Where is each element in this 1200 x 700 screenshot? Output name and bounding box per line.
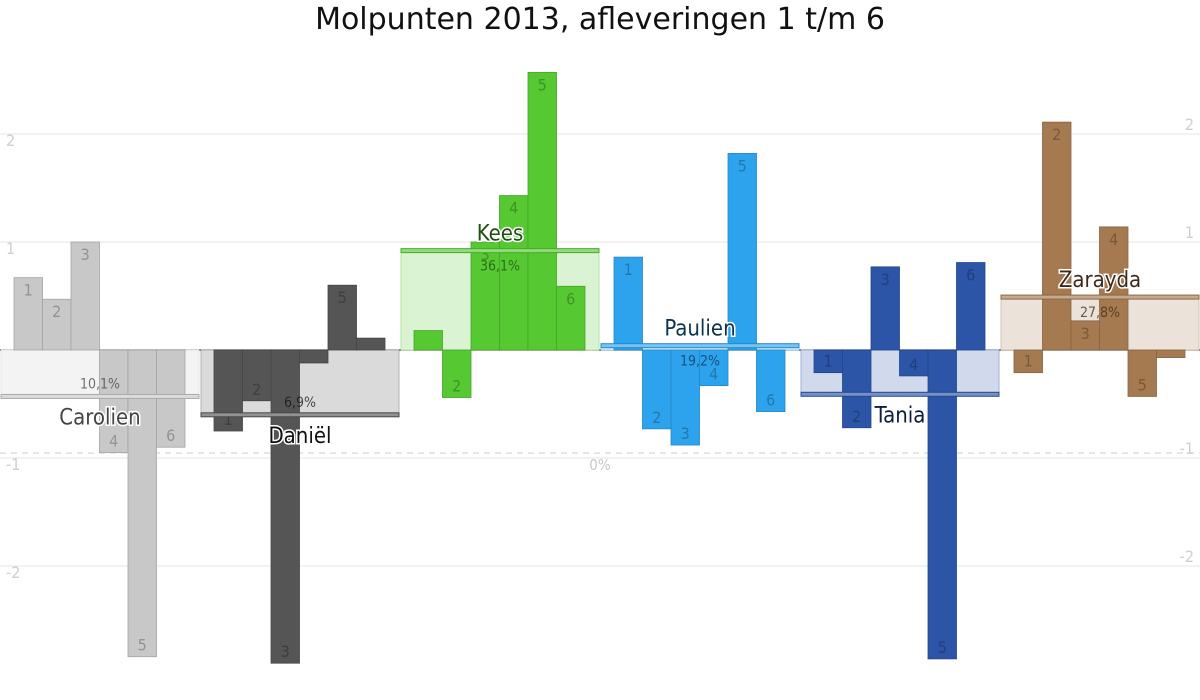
- series-name-label: Carolien: [59, 405, 140, 430]
- bar-episode-label: 1: [24, 281, 33, 300]
- bar-episode-label: 2: [452, 377, 461, 396]
- bar-episode-label: 5: [138, 636, 147, 655]
- series-percent-label: 10,1%: [80, 376, 120, 392]
- bar: [1013, 349, 1043, 374]
- left-tick-label: -1: [6, 455, 20, 474]
- bar: [870, 266, 900, 351]
- bar: [299, 349, 329, 364]
- bar: [899, 349, 929, 377]
- bar-episode-label: 6: [166, 426, 175, 445]
- bar-episode-label: 6: [766, 391, 775, 410]
- bar-episode-label: 4: [909, 355, 918, 374]
- bar-episode-label: 5: [1138, 375, 1147, 394]
- bar: [1156, 349, 1186, 358]
- bar-episode-label: 1: [624, 260, 633, 279]
- bar: [327, 284, 357, 351]
- bar-episode-label: 5: [538, 75, 547, 94]
- bar-episode-label: 1: [824, 352, 833, 371]
- series-name-label: Paulien: [664, 317, 735, 342]
- bar: [499, 195, 529, 351]
- bar: [727, 153, 757, 351]
- bar: [470, 241, 500, 351]
- bar-episode-label: 2: [652, 408, 661, 427]
- bar: [556, 285, 586, 351]
- series-percent-label: 27,8%: [1080, 305, 1120, 321]
- bar: [1127, 349, 1157, 397]
- left-tick-label: 1: [6, 239, 15, 258]
- right-tick-label: 2: [1185, 115, 1194, 134]
- bar-episode-label: 4: [1109, 230, 1118, 249]
- bar: [670, 349, 700, 446]
- bar-episode-label: 5: [338, 288, 347, 307]
- chart-title: Molpunten 2013, afleveringen 1 t/m 6: [315, 2, 885, 37]
- bar: [356, 337, 386, 351]
- bar-episode-label: 2: [852, 407, 861, 426]
- bar-episode-label: 3: [281, 642, 290, 661]
- bar: [1099, 226, 1129, 351]
- average-line: [400, 248, 600, 254]
- average-line: [0, 393, 200, 399]
- bar: [270, 349, 300, 664]
- bar: [956, 262, 986, 351]
- bar-episode-label: 3: [1081, 324, 1090, 343]
- bar-episode-label: 3: [681, 424, 690, 443]
- bar-episode-label: 1: [1024, 352, 1033, 371]
- bar: [527, 72, 557, 351]
- bar: [1042, 121, 1072, 351]
- bar: [70, 241, 100, 351]
- series-percent-label: 19,2%: [680, 354, 720, 370]
- bar-episode-label: 2: [1052, 125, 1061, 144]
- bar-episode-label: 2: [52, 302, 61, 321]
- bar-episode-label: 6: [566, 289, 575, 308]
- bar-episode-label: 1: [224, 410, 233, 429]
- bar: [442, 349, 472, 398]
- bar-episode-label: 3: [81, 245, 90, 264]
- bar-episode-label: 5: [938, 638, 947, 657]
- bar-episode-label: 5: [738, 156, 747, 175]
- average-line: [1000, 294, 1200, 300]
- average-line: [600, 343, 800, 349]
- bar-episode-label: 4: [709, 365, 718, 384]
- series-name-label: Zarayda: [1059, 268, 1141, 293]
- left-tick-label: -2: [6, 563, 20, 582]
- bar: [927, 349, 957, 660]
- reference-label: 0%: [589, 456, 611, 474]
- bar-episode-label: 4: [109, 432, 118, 451]
- series-name-label: Kees: [477, 222, 524, 247]
- bar-episode-label: 2: [252, 380, 261, 399]
- bar-episode-label: 3: [481, 245, 490, 264]
- bar: [642, 349, 672, 430]
- right-tick-label: -2: [1180, 547, 1194, 566]
- left-tick-label: 2: [6, 131, 15, 150]
- bar: [842, 349, 872, 429]
- series-percent-label: 36,1%: [480, 259, 520, 275]
- bar-episode-label: 4: [509, 199, 518, 218]
- series-name-label: Daniël: [268, 424, 331, 449]
- bar: [699, 349, 729, 387]
- average-line: [800, 391, 1000, 397]
- series-name-label: Tania: [874, 403, 926, 428]
- right-tick-label: -1: [1180, 439, 1194, 458]
- right-tick-label: 1: [1185, 223, 1194, 242]
- bar: [13, 277, 43, 351]
- series-percent-label: 6,9%: [284, 395, 316, 411]
- bar-episode-label: 3: [881, 270, 890, 289]
- bar: [1070, 320, 1100, 351]
- bar: [613, 256, 643, 351]
- bar-episode-label: 6: [966, 266, 975, 285]
- bar: [127, 349, 157, 658]
- bar: [756, 349, 786, 412]
- average-line: [200, 412, 400, 418]
- bar: [99, 349, 129, 453]
- bar: [413, 330, 443, 351]
